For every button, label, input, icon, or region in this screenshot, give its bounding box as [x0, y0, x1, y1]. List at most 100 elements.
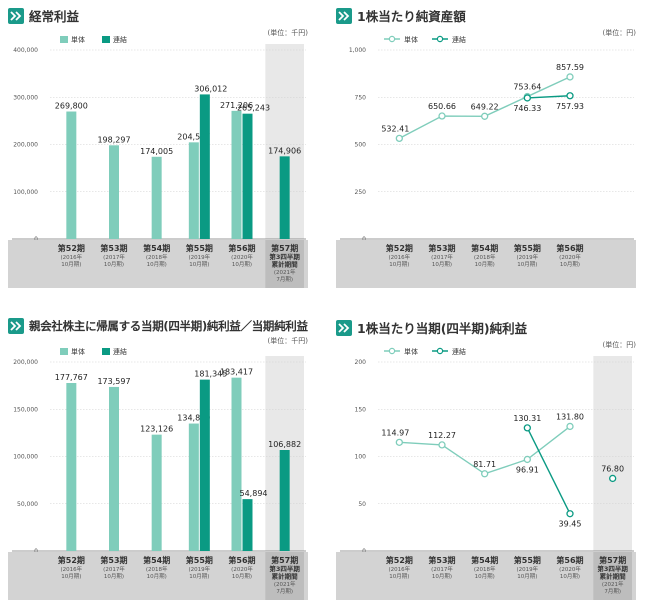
x-tick-period: (2017年 [103, 565, 125, 573]
bar-single [151, 434, 162, 551]
x-tick-period: (2018年 [146, 565, 168, 573]
data-label-single: 131.80 [556, 412, 584, 421]
x-tick-label: 第55期 [514, 555, 541, 565]
x-tick-period: (2016年 [389, 565, 411, 573]
point-single [395, 134, 403, 143]
data-label-single: 123,126 [140, 425, 173, 434]
double-chevron-right-icon [8, 7, 24, 24]
x-tick-label: 第56期 [556, 243, 583, 253]
data-label-single: 183,417 [220, 368, 253, 377]
x-tick-label: 第52期 [386, 555, 413, 565]
data-label-consolidated: 54,894 [240, 489, 268, 498]
point-single [566, 422, 574, 431]
x-tick-period: 10月期) [104, 573, 124, 580]
point-single [523, 455, 531, 464]
x-tick-period: 10月期) [389, 261, 409, 268]
double-chevron-right-icon [336, 319, 352, 336]
bar-consolidated [199, 379, 210, 551]
x-tick-period: (2016年 [389, 253, 411, 261]
x-tick-period: (2021年 [274, 268, 296, 276]
bar-single [109, 386, 119, 551]
data-label-single: 112.27 [428, 431, 456, 440]
double-chevron-right-icon [336, 7, 352, 24]
x-tick-period: 10月期) [517, 573, 537, 580]
chart-panel-net-income: 親会社株主に帰属する当期(四半期)純利益／当期純利益 (単位：千円) 0 50,0… [8, 318, 308, 603]
bar-consolidated [199, 94, 210, 239]
bar-single [66, 383, 77, 551]
x-tick-period: (2018年 [474, 565, 496, 573]
category-band [336, 552, 636, 600]
chart-svg: 0100,000200,000300,000400,000第52期(2016年1… [8, 35, 308, 288]
x-tick-sublabel: 第3四半期 [269, 252, 300, 261]
x-tick-period: (2018年 [146, 253, 168, 261]
x-tick-period: 7月期) [604, 588, 621, 595]
data-label-consolidated: 106,882 [268, 440, 301, 449]
y-tick-label: 200,000 [13, 142, 38, 149]
chart-panel-eps: 1株当たり当期(四半期)純利益 (単位：円) 0 50 100 150 200 第52期(… [336, 318, 636, 603]
x-tick-period: 10月期) [560, 261, 580, 268]
bar-single [151, 156, 162, 239]
x-tick-period: (2019年 [517, 565, 539, 573]
x-tick-label: 第55期 [186, 555, 213, 565]
y-tick-label: 50,000 [17, 501, 38, 508]
unit-label: (単位：円) [602, 29, 636, 37]
point-single [481, 112, 489, 120]
x-tick-label: 第55期 [514, 243, 541, 253]
x-tick-period: (2019年 [189, 565, 211, 573]
category-band-highlight [593, 552, 632, 600]
x-tick-period: (2019年 [517, 253, 539, 261]
point-single [438, 112, 446, 120]
data-label-single: 857.59 [556, 63, 584, 72]
legend-marker-consolidated [436, 35, 444, 43]
x-tick-period: 10月期) [560, 573, 580, 580]
x-tick-period: (2016年 [61, 565, 83, 573]
data-label-single: 96.91 [516, 465, 539, 474]
highlight-column [593, 356, 632, 551]
y-tick-label: 200 [355, 359, 367, 366]
data-label-single: 271,206 [220, 101, 253, 110]
x-tick-label: 第56期 [228, 555, 255, 565]
x-tick-period: (2021年 [274, 580, 296, 588]
data-label-consolidated: 265,243 [237, 104, 270, 113]
x-tick-label: 第56期 [228, 243, 255, 253]
x-tick-label: 第57期 [271, 555, 298, 565]
x-tick-period: (2020年 [559, 565, 581, 573]
x-tick-period: (2018年 [474, 253, 496, 261]
y-tick-label: 0 [34, 236, 38, 243]
y-tick-label: 150 [355, 406, 367, 413]
data-label-single: 204,587 [177, 132, 210, 141]
x-tick-period: 7月期) [276, 276, 293, 283]
legend-swatch-single [60, 36, 68, 43]
bar-single [188, 423, 199, 551]
x-tick-period: (2021年 [602, 580, 624, 588]
x-tick-label: 第55期 [186, 243, 213, 253]
y-tick-label: 0 [34, 548, 38, 555]
data-label-single: 174,005 [140, 147, 173, 156]
x-tick-period: 10月期) [517, 261, 537, 268]
bar-consolidated [242, 113, 253, 239]
bar-consolidated [279, 449, 290, 551]
y-tick-label: 50 [358, 501, 366, 508]
x-tick-period: 10月期) [104, 261, 124, 268]
unit-label: (単位：円) [602, 341, 636, 349]
y-tick-label: 100,000 [13, 454, 38, 461]
x-tick-period: 10月期) [61, 261, 81, 268]
y-tick-label: 200,000 [13, 359, 38, 366]
x-tick-period: 10月期) [432, 261, 452, 268]
unit-label: (単位：千円) [267, 29, 308, 37]
data-label-single: 532.41 [381, 124, 409, 133]
bar-single [231, 377, 242, 551]
category-band-highlight [265, 552, 304, 600]
x-tick-period: 10月期) [475, 573, 495, 580]
series-line-consolidated [526, 427, 571, 515]
point-consolidated [566, 510, 574, 518]
point-consolidated [609, 474, 617, 483]
y-tick-label: 300,000 [13, 94, 38, 101]
legend-label-consolidated: 連結 [452, 35, 466, 44]
x-tick-period: 7月期) [276, 588, 293, 595]
x-tick-label: 第54期 [143, 243, 170, 253]
x-tick-period: (2020年 [231, 253, 253, 261]
x-tick-period: 10月期) [61, 573, 81, 580]
data-label-single: 81.71 [473, 460, 496, 469]
legend-label-consolidated: 連結 [113, 347, 127, 356]
